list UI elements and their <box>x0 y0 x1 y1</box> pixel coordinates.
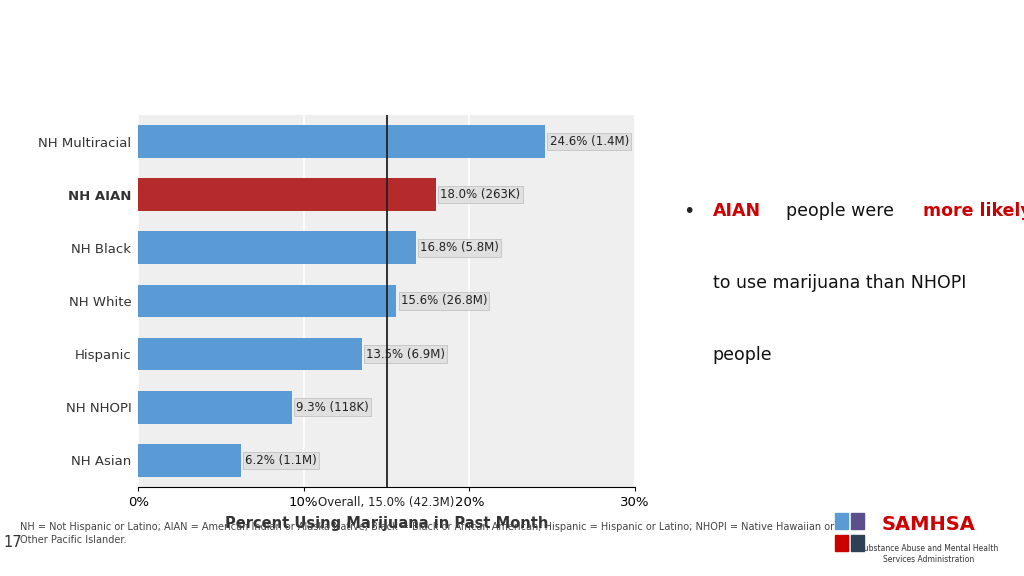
Text: 24.6% (1.4M): 24.6% (1.4M) <box>550 135 629 148</box>
Text: people: people <box>713 346 772 363</box>
Text: 18.0% (263K): 18.0% (263K) <box>440 188 520 201</box>
Text: Overall, 15.0% (42.3M): Overall, 15.0% (42.3M) <box>318 496 455 509</box>
Text: NH = Not Hispanic or Latino; AIAN = American Indian or Alaska Native; Black = Bl: NH = Not Hispanic or Latino; AIAN = Amer… <box>19 522 834 545</box>
Bar <box>836 513 848 529</box>
Bar <box>851 535 864 551</box>
Text: Substance Abuse and Mental Health
Services Administration: Substance Abuse and Mental Health Servic… <box>859 544 998 564</box>
Text: more likely: more likely <box>923 202 1024 219</box>
X-axis label: Percent Using Marijuana in Past Month: Percent Using Marijuana in Past Month <box>225 516 548 530</box>
Text: SAMHSA: SAMHSA <box>882 515 976 533</box>
Bar <box>138 391 292 423</box>
Text: 17: 17 <box>3 535 22 551</box>
Bar <box>836 535 848 551</box>
Text: people were: people were <box>786 202 894 219</box>
Text: Among People Aged 12 or Older: Among People Aged 12 or Older <box>318 69 706 89</box>
Bar <box>138 179 436 211</box>
Bar <box>851 513 864 529</box>
Text: 16.8% (5.8M): 16.8% (5.8M) <box>421 241 500 255</box>
Bar <box>138 338 361 370</box>
Text: 13.5% (6.9M): 13.5% (6.9M) <box>366 347 444 361</box>
Bar <box>138 232 417 264</box>
Text: •: • <box>683 202 694 221</box>
Bar <box>138 444 241 476</box>
Text: Marijuana Use in the Past Month by Racial and Ethnic Groups:: Marijuana Use in the Past Month by Racia… <box>137 28 887 48</box>
Text: AIAN: AIAN <box>713 202 761 219</box>
Bar <box>138 285 396 317</box>
Bar <box>138 126 546 158</box>
Text: to use marijuana than NHOPI: to use marijuana than NHOPI <box>713 274 966 291</box>
Text: 15.6% (26.8M): 15.6% (26.8M) <box>400 294 487 308</box>
Text: 6.2% (1.1M): 6.2% (1.1M) <box>245 454 316 467</box>
Text: 9.3% (118K): 9.3% (118K) <box>296 401 369 414</box>
